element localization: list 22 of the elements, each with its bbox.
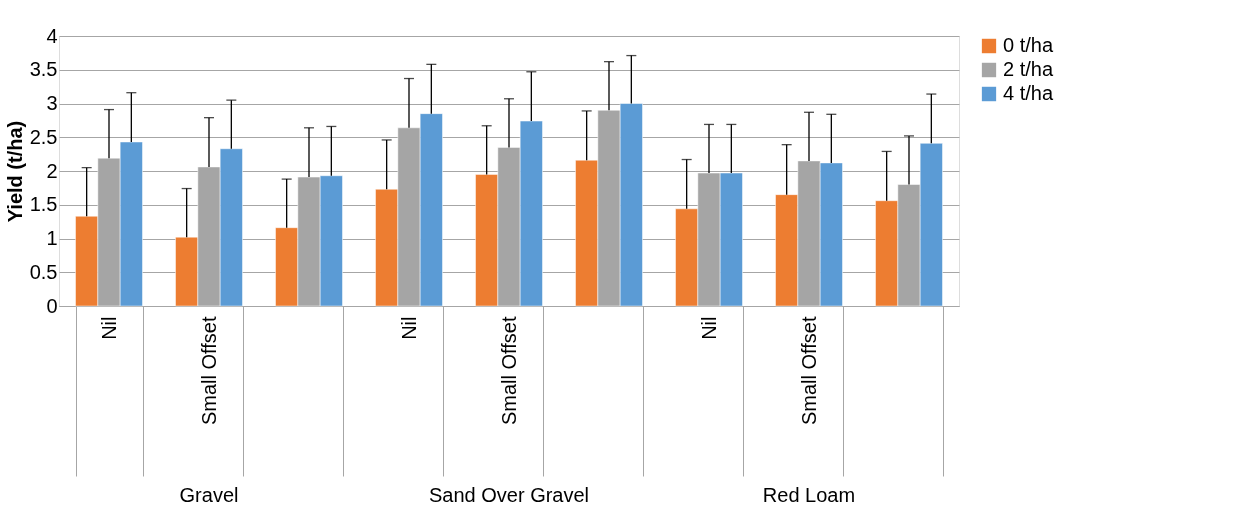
x-tick-label: Nil [697, 316, 720, 340]
x-tick-label: Nil [397, 316, 420, 340]
y-tick-label: 2.5 [29, 125, 58, 148]
y-tick-label: 1.5 [29, 193, 58, 216]
legend-label: 4 t/ha [1003, 82, 1054, 104]
y-tick-label: 2 [46, 159, 58, 182]
y-tick-label: 4 [46, 24, 58, 47]
y-tick-label: 1 [46, 227, 58, 249]
text: Gravel [179, 484, 239, 506]
x-tick-label: Nil [97, 316, 120, 340]
y-axis-title: Yield (t/ha) [3, 120, 26, 223]
text: Red Loam [762, 484, 856, 506]
y-tick-label: 0.5 [29, 260, 58, 283]
x-tick-label: Small Offset [497, 316, 520, 426]
legend-label: 2 t/ha [1003, 58, 1054, 80]
y-tick-label: 3 [46, 92, 58, 114]
x-tick-label: Small Offset [797, 316, 820, 426]
y-tick-label: 0 [46, 294, 58, 317]
text: Sand Over Gravel [428, 484, 590, 506]
x-tick-label: Small Offset [197, 316, 220, 426]
legend-label: 0 t/ha [1003, 34, 1054, 56]
y-tick-label: 3.5 [29, 58, 58, 81]
